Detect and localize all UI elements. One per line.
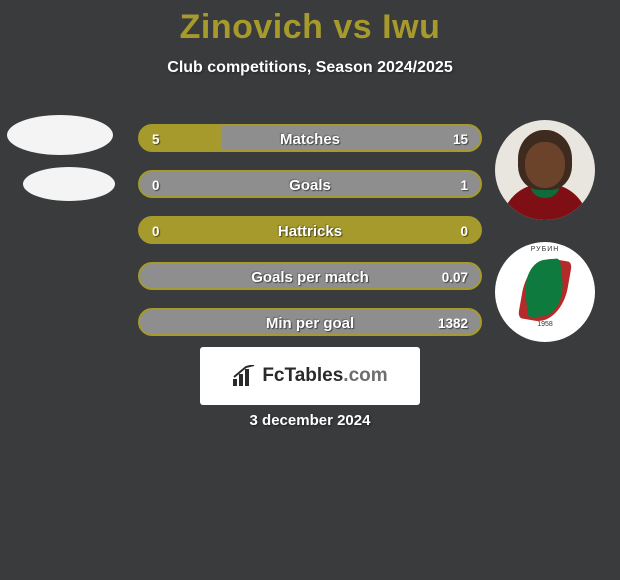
stat-label: Min per goal bbox=[140, 310, 480, 336]
stat-label: Matches bbox=[140, 126, 480, 152]
club-year: 1958 bbox=[495, 321, 595, 328]
stat-bar: Min per goal 1382 bbox=[138, 308, 482, 336]
stat-bars: 5 Matches 15 0 Goals 1 0 Hattricks 0 Goa… bbox=[138, 124, 482, 354]
stat-bar: 0 Hattricks 0 bbox=[138, 216, 482, 244]
stat-bar: Goals per match 0.07 bbox=[138, 262, 482, 290]
stat-right-value: 15 bbox=[453, 126, 468, 152]
club-name-top: РУБИН bbox=[495, 246, 595, 253]
date-label: 3 december 2024 bbox=[0, 412, 620, 429]
stat-right-value: 1382 bbox=[438, 310, 468, 336]
club-leaf-green-icon bbox=[522, 258, 566, 318]
right-player-club-badge: РУБИН 1958 bbox=[495, 242, 595, 342]
brand-main: FcTables bbox=[262, 365, 343, 386]
stat-right-value: 1 bbox=[460, 172, 468, 198]
right-player-avatar bbox=[495, 120, 595, 220]
left-player-club-placeholder bbox=[23, 167, 115, 201]
stat-label: Goals per match bbox=[140, 264, 480, 290]
brand-link[interactable]: FcTables.com bbox=[200, 347, 420, 405]
bar-chart-icon bbox=[232, 365, 256, 387]
stat-right-value: 0 bbox=[460, 218, 468, 244]
title-player2: Iwu bbox=[382, 8, 440, 46]
right-player-column: РУБИН 1958 bbox=[490, 120, 600, 342]
stat-label: Goals bbox=[140, 172, 480, 198]
title-vs: vs bbox=[333, 8, 372, 46]
stat-right-value: 0.07 bbox=[442, 264, 468, 290]
subtitle: Club competitions, Season 2024/2025 bbox=[0, 59, 620, 77]
stat-bar: 5 Matches 15 bbox=[138, 124, 482, 152]
brand-text: FcTables.com bbox=[262, 365, 387, 387]
brand-suffix: .com bbox=[343, 365, 387, 386]
title-player1: Zinovich bbox=[180, 8, 324, 46]
avatar-face bbox=[525, 142, 565, 188]
left-player-avatar-placeholder bbox=[7, 115, 113, 155]
page-title: Zinovich vs Iwu bbox=[0, 0, 620, 47]
left-player-column bbox=[5, 115, 115, 213]
stat-label: Hattricks bbox=[140, 218, 480, 244]
stat-bar: 0 Goals 1 bbox=[138, 170, 482, 198]
